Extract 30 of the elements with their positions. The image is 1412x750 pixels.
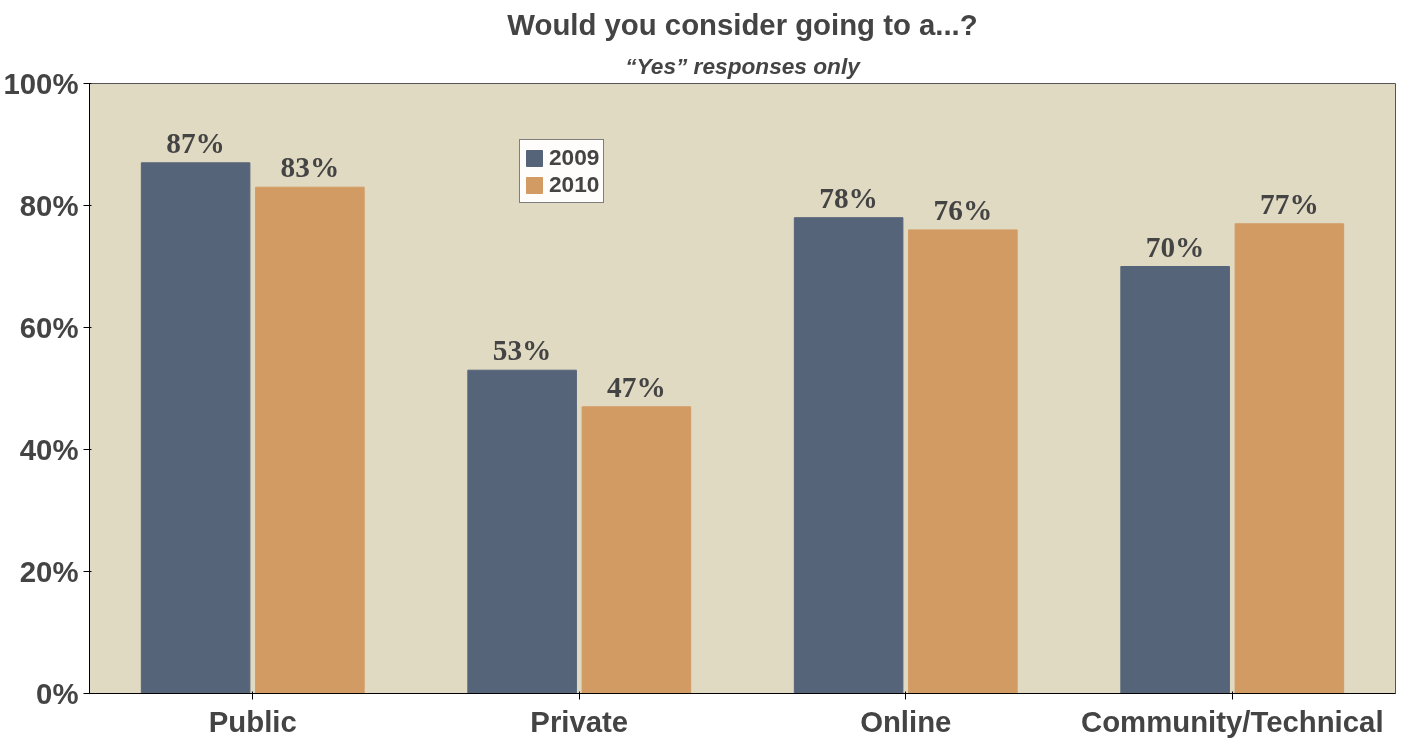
bar bbox=[255, 186, 365, 694]
legend-label: 2010 bbox=[549, 171, 600, 198]
y-tick-label: 0% bbox=[36, 677, 79, 710]
text: 83% bbox=[280, 151, 340, 184]
text: 47% bbox=[607, 370, 666, 403]
chart-title: Would you consider going to a...? bbox=[507, 7, 978, 41]
text: 87% bbox=[166, 126, 225, 159]
x-tick-label: Community/Technical bbox=[1080, 704, 1384, 738]
chart-subtitle: “Yes” responses only bbox=[625, 52, 862, 79]
text: 76% bbox=[933, 193, 993, 226]
y-tick-label: 60% bbox=[19, 311, 79, 344]
legend-label: 2009 bbox=[549, 144, 600, 171]
text: 53% bbox=[492, 334, 552, 367]
bar bbox=[793, 217, 904, 694]
text: 70% bbox=[1145, 230, 1205, 263]
bar bbox=[1234, 223, 1345, 694]
bar bbox=[140, 162, 251, 694]
bar bbox=[467, 369, 577, 694]
text: 77% bbox=[1260, 187, 1319, 220]
y-tick-label: 80% bbox=[19, 189, 79, 222]
y-tick-label: 20% bbox=[19, 555, 79, 588]
text: 78% bbox=[819, 181, 878, 214]
y-tick-label: 40% bbox=[19, 433, 79, 466]
x-tick-label: Online bbox=[860, 704, 952, 738]
bar bbox=[1120, 266, 1230, 694]
y-tick-label: 100% bbox=[3, 67, 79, 100]
x-tick-label: Public bbox=[208, 704, 297, 738]
x-tick-label: Private bbox=[530, 704, 629, 738]
bar bbox=[908, 229, 1018, 694]
bar bbox=[581, 406, 692, 694]
